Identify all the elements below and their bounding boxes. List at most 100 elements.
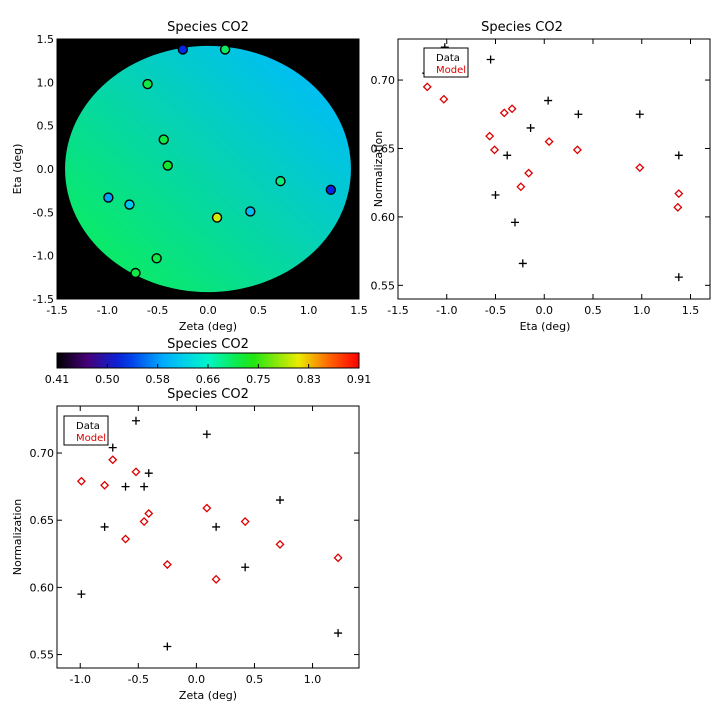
map-sample-point [219,44,231,55]
zeta-x-tick-label: 0.0 [188,673,206,686]
eta-model-point [673,202,683,212]
map-sample-point [142,78,153,90]
eta-y-tick-label: 0.65 [371,142,396,155]
map-sample-point [211,212,223,223]
map-x-label: Zeta (deg) [179,320,237,333]
map-sample-point [177,44,189,55]
zeta-plot-panel: Species CO2 -1.0 -0.5 0.0 0.5 1.0 0.55 0.60 0.6… [11,387,360,702]
eta-data-point [574,110,583,119]
eta-model-point [490,145,500,155]
zeta-y-tick-label: 0.60 [30,581,55,594]
eta-model-point [524,168,534,178]
map-y-tick-label: 0.5 [37,120,55,133]
eta-x-tick-label: 0.5 [584,304,602,317]
eta-plot-legend: Data Model [423,47,469,78]
zeta-x-tick-label: 0.5 [246,673,264,686]
eta-data-point [518,259,527,268]
map-panel: Species CO2 -1.5 -1.0 -0.5 0.0 0.5 1.0 1.5 -1.5… [11,20,368,333]
map-sample-point [124,199,135,210]
colorbar-tick-label: 0.83 [296,373,321,386]
zeta-data-point [100,522,109,531]
eta-data-point [674,273,683,282]
eta-model-point [507,104,517,114]
colorbar-title: Species CO2 [167,337,249,352]
map-sample-point [103,192,114,203]
eta-model-point [674,189,684,199]
colorbar-panel: Species CO2 0.41 0.50 0.58 0.66 0.75 0.83 0.91 [45,337,372,386]
zeta-data-point [276,496,285,505]
eta-model-point [485,131,495,141]
map-x-tick-label: 1.5 [350,304,368,317]
map-y-tick-label: 1.5 [37,33,55,46]
map-sample-point [162,160,173,171]
zeta-data-point [140,482,149,491]
zeta-model-point [240,517,250,527]
eta-model-point [635,163,645,173]
eta-model-point [544,137,554,147]
eta-x-tick-label: 0.0 [536,304,554,317]
map-y-tick-label: -1.0 [33,250,54,263]
map-x-tick-label: 0.0 [199,304,217,317]
eta-data-point [503,151,512,160]
eta-data-point [635,110,644,119]
eta-y-tick-label: 0.70 [371,74,396,87]
zeta-legend-box [63,415,109,446]
eta-plot-panel: Species CO2 -1.5 -1.0 -0.5 0.0 0.5 1.0 1.5 0.55… [371,20,711,333]
map-sample-point [325,184,337,196]
eta-model-point [499,108,509,118]
zeta-model-point [211,574,221,584]
zeta-legend-model: Model [76,433,106,444]
colorbar-tick-label: 0.58 [145,373,170,386]
eta-x-tick-label: 1.5 [682,304,700,317]
map-sample-point [130,267,141,279]
zeta-model-point [121,534,131,544]
map-y-label: Eta (deg) [11,144,24,195]
zeta-model-point [76,476,86,486]
map-x-tick-label: -1.5 [46,304,67,317]
zeta-plot-title: Species CO2 [167,387,249,402]
eta-data-point [674,151,683,160]
zeta-plot-frame [56,405,360,669]
zeta-model-point [144,508,154,519]
map-field-disk [65,45,351,293]
zeta-x-tick-label: -0.5 [128,673,149,686]
zeta-y-tick-label: 0.65 [30,514,55,527]
eta-plot-title: Species CO2 [481,20,563,35]
zeta-model-point [100,480,110,490]
zeta-legend-data: Data [76,421,100,432]
zeta-model-point [202,503,212,513]
map-x-tick-label: 1.0 [300,304,318,317]
zeta-plot-x-label: Zeta (deg) [179,689,237,702]
eta-model-point [439,94,449,104]
eta-data-point [526,123,535,132]
map-y-tick-label: -1.5 [33,293,54,306]
map-sample-point [245,206,256,217]
zeta-plot-legend: Data Model [63,415,109,446]
eta-x-tick-label: -0.5 [485,304,506,317]
zeta-model-point [162,560,172,570]
colorbar-tick-label: 0.50 [95,373,120,386]
zeta-model-point [131,467,141,477]
map-x-tick-label: 0.5 [250,304,268,317]
zeta-model-point [333,553,343,563]
zeta-data-point [144,469,153,478]
eta-x-tick-label: -1.0 [436,304,457,317]
map-x-tick-label: -1.0 [97,304,118,317]
map-y-tick-label: 0.0 [37,163,55,176]
eta-model-point [572,145,582,155]
map-title: Species CO2 [167,20,249,35]
eta-data-point [511,218,519,227]
zeta-data-point [77,590,86,599]
map-y-tick-label: 1.0 [37,76,55,89]
eta-legend-data: Data [436,53,460,64]
map-sample-point [151,253,162,264]
eta-model-point [516,182,526,192]
colorbar-tick-label: 0.75 [246,373,271,386]
zeta-model-point [108,455,118,465]
zeta-plot-y-label: Normalization [11,499,24,575]
eta-data-point [491,191,500,199]
eta-plot-x-label: Eta (deg) [520,320,571,333]
zeta-y-tick-label: 0.55 [30,649,55,662]
eta-plot-y-label: Normalization [372,131,385,207]
